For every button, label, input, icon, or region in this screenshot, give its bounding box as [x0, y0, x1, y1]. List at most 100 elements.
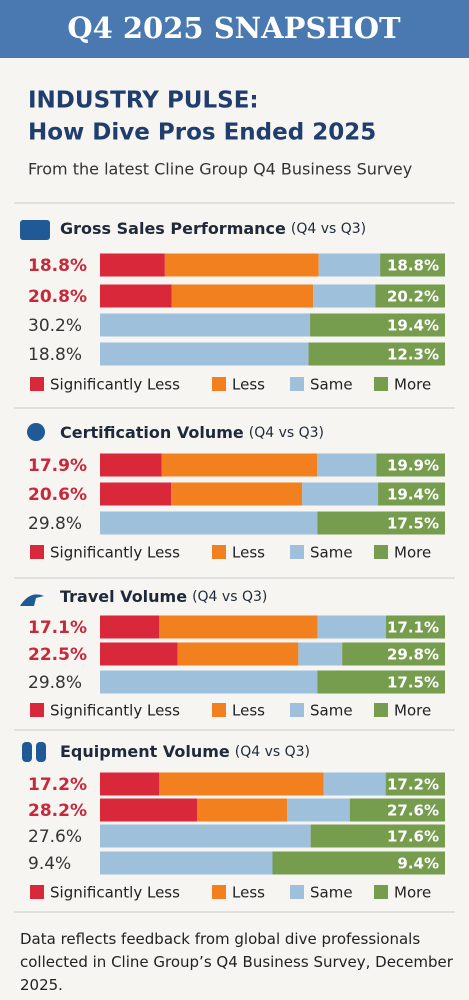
- legend-swatch: [30, 377, 44, 391]
- bar-segment: [286, 798, 350, 822]
- bar-segment: [177, 642, 299, 666]
- bar-segment: [100, 772, 160, 796]
- legend-swatch: [290, 545, 304, 559]
- value-label: 19.4%: [387, 486, 439, 504]
- value-label: 19.9%: [387, 457, 439, 475]
- bar-segment: [159, 772, 324, 796]
- legend-label: Significantly Less: [50, 544, 180, 562]
- legend-swatch: [30, 703, 44, 717]
- bar-segment: [100, 615, 159, 639]
- value-label: 19.4%: [387, 317, 439, 335]
- legend-swatch: [374, 377, 388, 391]
- value-label: 28.2%: [28, 801, 87, 821]
- bar-segment: [197, 798, 287, 822]
- bar-segment: [171, 284, 314, 308]
- value-label: 9.4%: [397, 855, 439, 873]
- icon: [20, 220, 50, 240]
- value-label: 12.3%: [387, 346, 439, 364]
- bar-segment: [100, 511, 318, 535]
- bar-segment: [272, 851, 445, 875]
- value-label: 17.5%: [387, 515, 439, 533]
- legend-swatch: [212, 703, 226, 717]
- bar-segment: [349, 798, 445, 822]
- value-label: 30.2%: [28, 316, 82, 336]
- value-label: 22.5%: [28, 645, 87, 665]
- legend-swatch: [290, 885, 304, 899]
- value-label: 17.2%: [28, 775, 87, 795]
- legend-label: Same: [310, 702, 353, 720]
- legend-label: Less: [232, 884, 265, 902]
- bar-segment: [380, 253, 445, 277]
- legend-label: More: [394, 544, 431, 562]
- chart-title-main: Equipment Volume: [60, 742, 230, 761]
- value-label: 18.8%: [28, 256, 87, 276]
- bar-segment: [378, 482, 445, 506]
- legend-swatch: [212, 377, 226, 391]
- legend-label: Same: [310, 544, 353, 562]
- legend-swatch: [374, 703, 388, 717]
- bar-segment: [100, 253, 165, 277]
- bar-segment: [100, 342, 309, 366]
- subtitle: From the latest Cline Group Q4 Business …: [28, 160, 412, 179]
- value-label: 20.2%: [387, 288, 439, 306]
- value-label: 27.6%: [387, 802, 439, 820]
- bar-segment: [164, 253, 319, 277]
- value-label: 29.8%: [28, 514, 82, 534]
- bar-segment: [100, 284, 172, 308]
- bar-segment: [317, 615, 387, 639]
- header-title: Q4 2025 SNAPSHOT: [67, 11, 401, 45]
- chart-subtitle: (Q4 vs Q3): [291, 221, 366, 237]
- legend-swatch: [30, 545, 44, 559]
- legend-label: Significantly Less: [50, 702, 180, 720]
- chart-title-main: Gross Sales Performance: [60, 219, 286, 238]
- value-label: 18.8%: [28, 345, 82, 365]
- value-label: 17.2%: [387, 776, 439, 794]
- value-label: 17.5%: [387, 674, 439, 692]
- legend-label: Significantly Less: [50, 884, 180, 902]
- chart-title: Gross Sales Performance (Q4 vs Q3): [60, 219, 366, 238]
- legend-swatch: [212, 885, 226, 899]
- legend-label: Less: [232, 544, 265, 562]
- bar-segment: [100, 482, 172, 506]
- bar-segment: [171, 482, 303, 506]
- header-banner: [0, 0, 469, 58]
- bar-segment: [317, 670, 445, 694]
- bar-segment: [317, 453, 377, 477]
- footer: Data reflects feedback from global dive …: [20, 930, 453, 994]
- bar-segment: [158, 615, 318, 639]
- value-label: 17.1%: [28, 618, 87, 638]
- legend-label: Significantly Less: [50, 376, 180, 394]
- legend-swatch: [374, 885, 388, 899]
- heading: INDUSTRY PULSE:: [28, 88, 259, 114]
- value-label: 9.4%: [28, 854, 71, 874]
- legend-label: More: [394, 884, 431, 902]
- legend-label: Less: [232, 702, 265, 720]
- icon: [27, 423, 45, 441]
- bar-segment: [100, 824, 311, 848]
- chart-subtitle: (Q4 vs Q3): [249, 425, 324, 441]
- bar-segment: [323, 772, 386, 796]
- value-label: 27.6%: [28, 827, 82, 847]
- legend-label: Same: [310, 884, 353, 902]
- heading: How Dive Pros Ended 2025: [28, 120, 376, 146]
- icon: [36, 742, 46, 762]
- legend-swatch: [290, 377, 304, 391]
- chart-title-main: Travel Volume: [60, 587, 187, 606]
- value-label: 18.8%: [387, 257, 439, 275]
- value-label: 17.9%: [28, 456, 87, 476]
- chart-title: Certification Volume (Q4 vs Q3): [60, 423, 324, 442]
- chart-title-main: Certification Volume: [60, 423, 244, 442]
- value-label: 29.8%: [28, 673, 82, 693]
- legend-swatch: [212, 545, 226, 559]
- bar-segment: [298, 642, 343, 666]
- icon: [20, 594, 44, 606]
- chart-title: Travel Volume (Q4 vs Q3): [60, 587, 267, 606]
- bar-segment: [342, 642, 445, 666]
- bar-segment: [100, 313, 311, 337]
- legend-label: More: [394, 702, 431, 720]
- chart-title: Equipment Volume (Q4 vs Q3): [60, 742, 310, 761]
- legend-label: Same: [310, 376, 353, 394]
- icon: [22, 742, 32, 762]
- bar-segment: [302, 482, 379, 506]
